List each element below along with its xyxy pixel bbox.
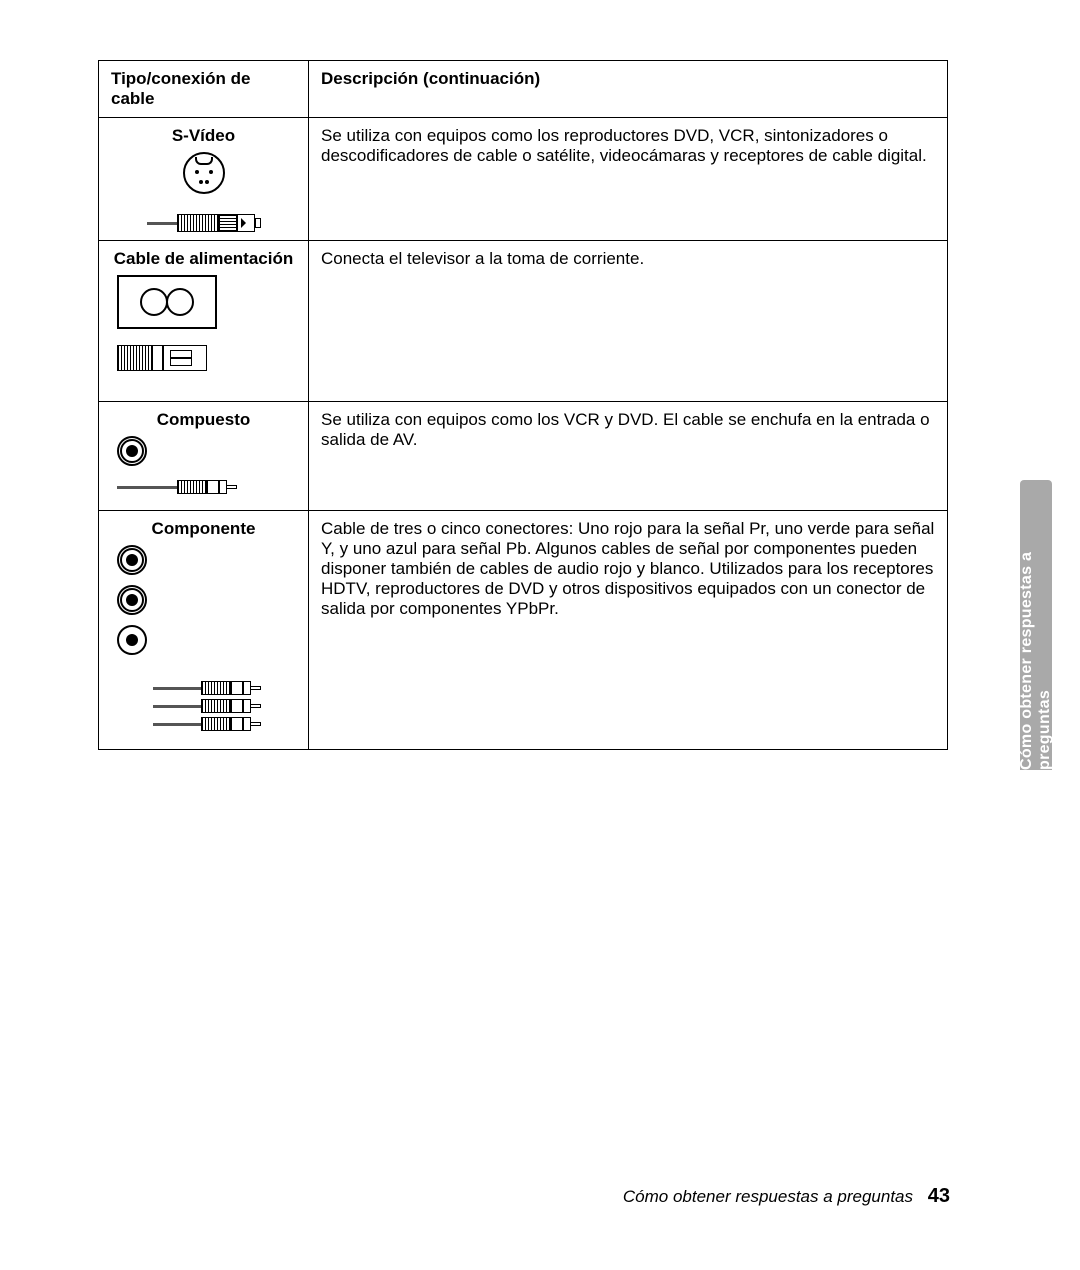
power-plug-icon [117, 345, 207, 371]
document-page: Tipo/conexión de cable Descripción (cont… [0, 0, 1080, 1270]
footer-page-number: 43 [928, 1185, 950, 1207]
header-type: Tipo/conexión de cable [99, 61, 309, 118]
table-row: S-Vídeo [99, 118, 948, 241]
page-footer: Cómo obtener respuestas a preguntas 43 [0, 1185, 1080, 1208]
cell-type-component: Componente [99, 511, 309, 750]
composite-label: Compuesto [111, 410, 296, 430]
cell-desc-svideo: Se utiliza con equipos como los reproduc… [309, 118, 948, 241]
cell-desc-power: Conecta el televisor a la toma de corrie… [309, 241, 948, 402]
rca-plug-icon [117, 480, 237, 494]
cell-type-svideo: S-Vídeo [99, 118, 309, 241]
svideo-plug-icon [147, 214, 261, 232]
rca-connector-icon [117, 545, 147, 575]
rca-connector-icon [117, 436, 147, 466]
component-plugs-icon [117, 681, 261, 731]
cell-type-power: Cable de alimentación [99, 241, 309, 402]
rca-connector-icon [117, 625, 147, 655]
svideo-label: S-Vídeo [111, 126, 296, 146]
power-diagram [111, 275, 296, 371]
side-tab-label: Cómo obtener respuestas a preguntas [1018, 480, 1054, 770]
component-diagram [111, 545, 296, 731]
table-row: Compuesto Se utiliza con equipos como lo… [99, 402, 948, 511]
rca-connector-icon [117, 585, 147, 615]
table-row: Componente Cable de tres o cinco conec [99, 511, 948, 750]
side-tab: Cómo obtener respuestas a preguntas [1020, 480, 1052, 770]
power-label: Cable de alimentación [111, 249, 296, 269]
svideo-connector-icon [183, 152, 225, 194]
footer-title: Cómo obtener respuestas a preguntas [623, 1187, 913, 1206]
cell-type-composite: Compuesto [99, 402, 309, 511]
composite-diagram [111, 436, 296, 494]
cable-table: Tipo/conexión de cable Descripción (cont… [98, 60, 948, 750]
table-header-row: Tipo/conexión de cable Descripción (cont… [99, 61, 948, 118]
component-label: Componente [111, 519, 296, 539]
header-desc: Descripción (continuación) [309, 61, 948, 118]
power-socket-icon [117, 275, 217, 329]
table-row: Cable de alimentación Conecta el televis… [99, 241, 948, 402]
cell-desc-component: Cable de tres o cinco conectores: Uno ro… [309, 511, 948, 750]
svideo-diagram [111, 152, 296, 232]
cell-desc-composite: Se utiliza con equipos como los VCR y DV… [309, 402, 948, 511]
